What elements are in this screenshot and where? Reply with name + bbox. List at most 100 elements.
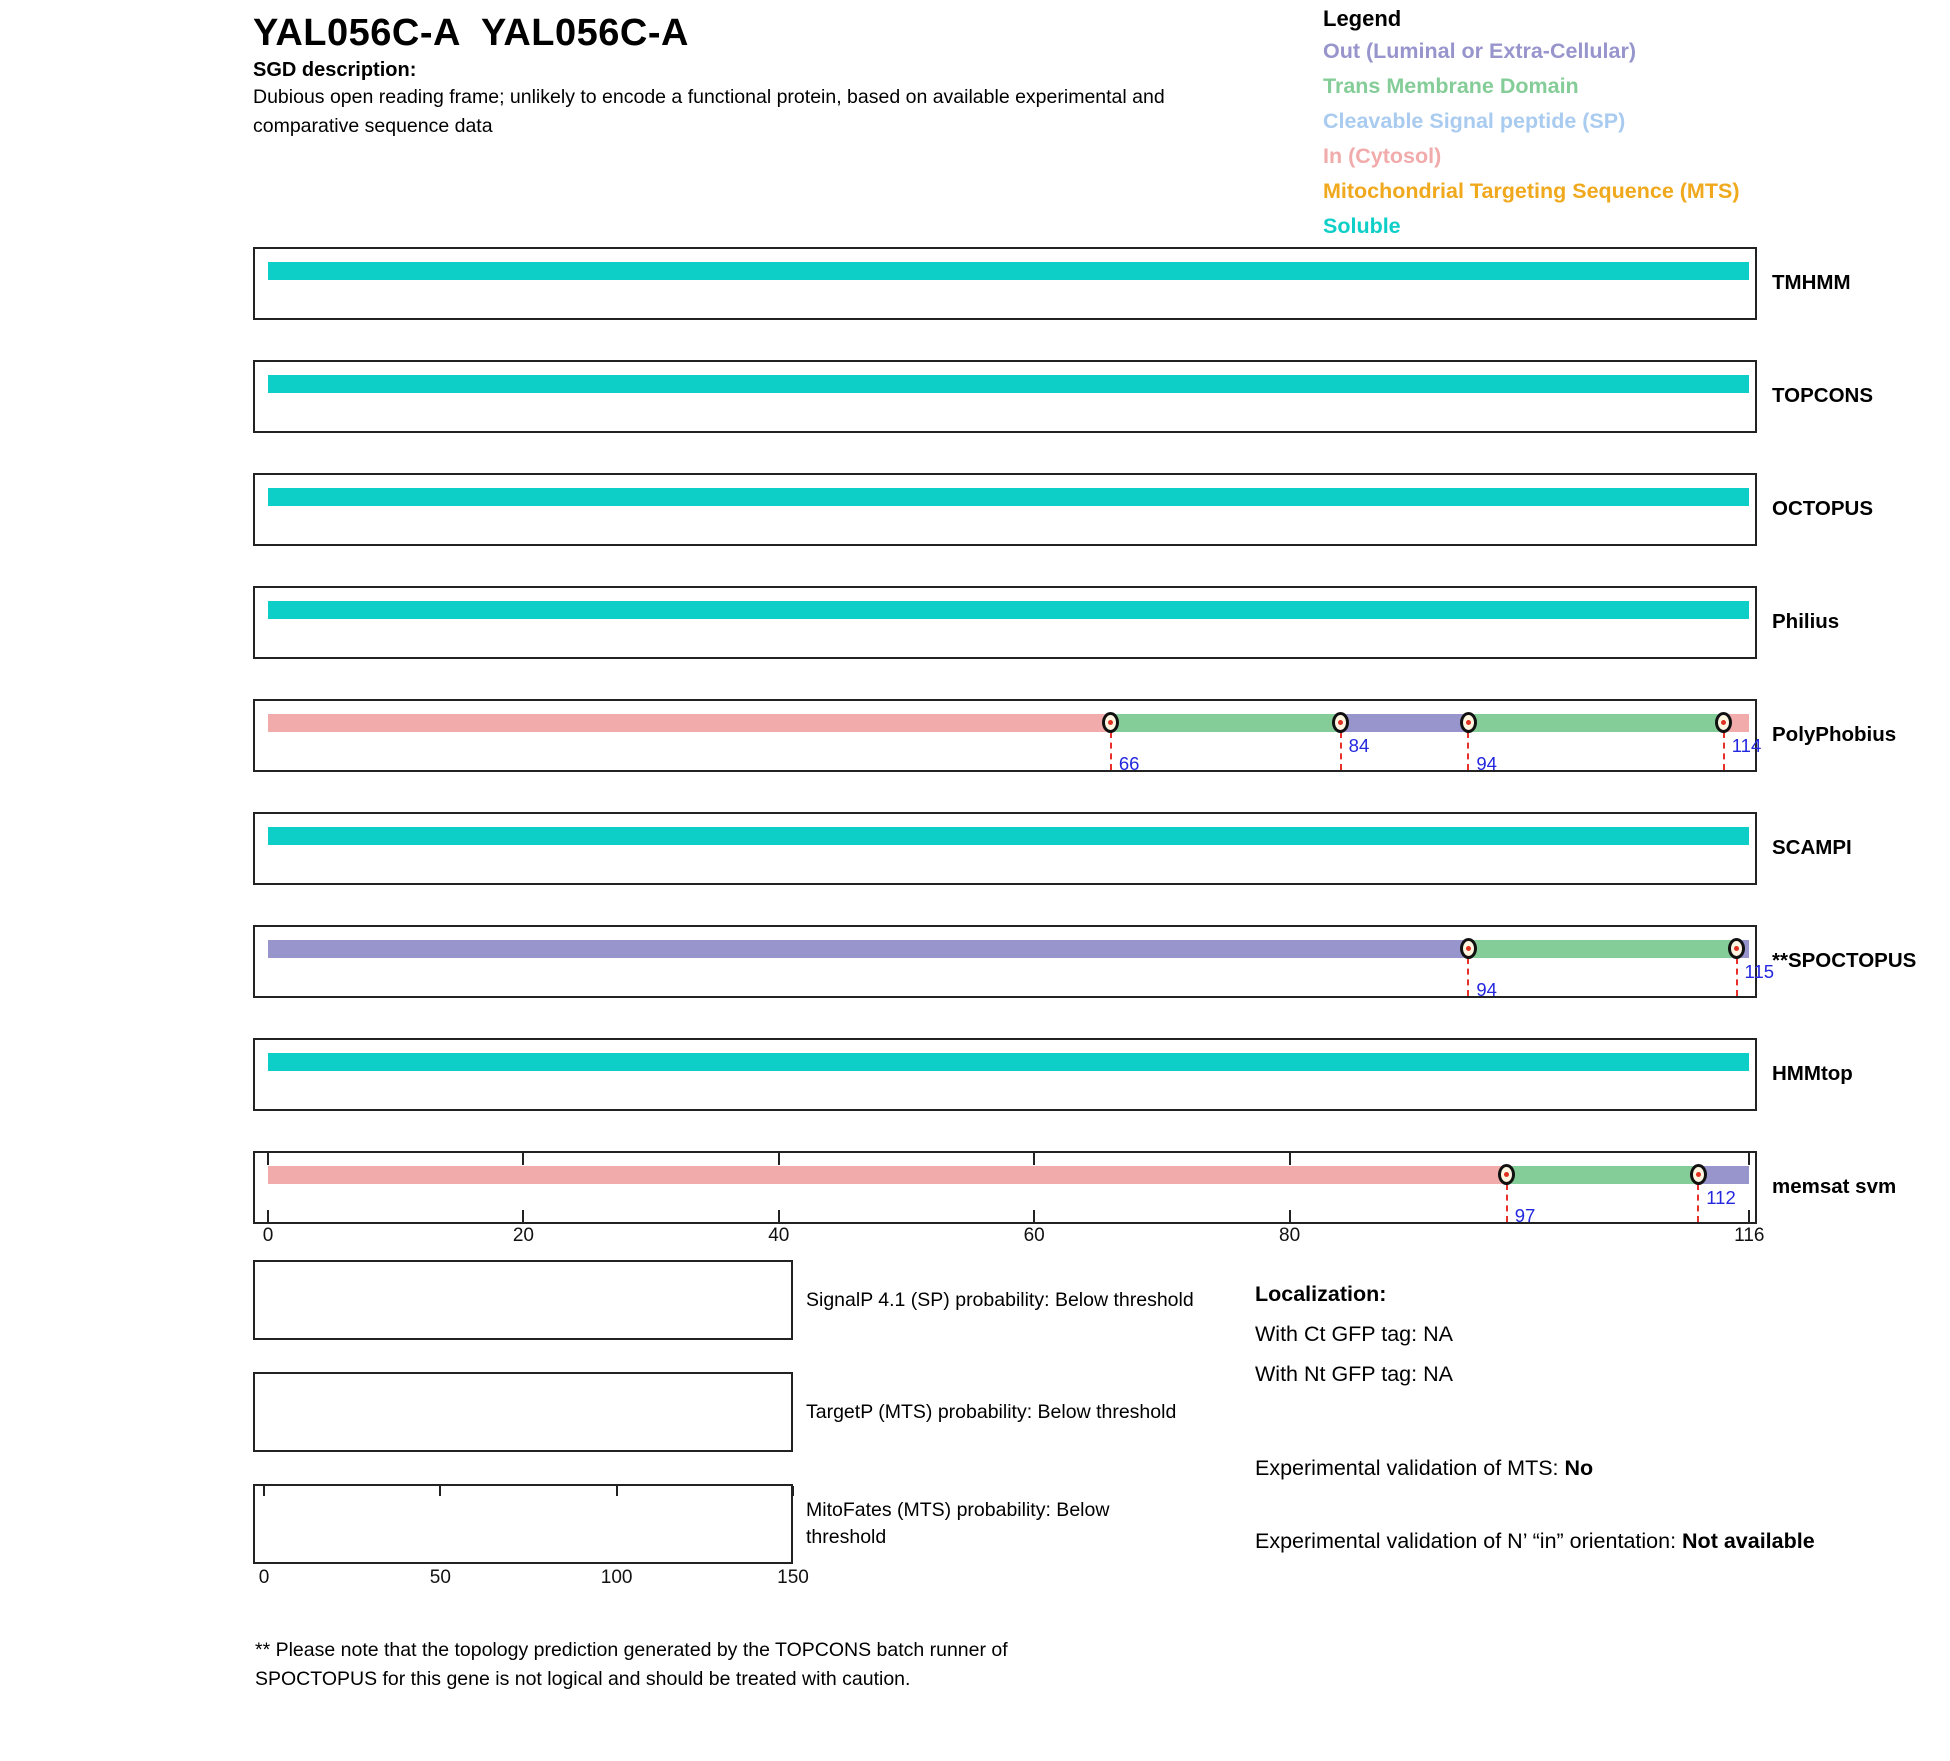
track-box xyxy=(253,699,1757,772)
boundary-guide-line xyxy=(1722,732,1725,770)
boundary-guide-line xyxy=(1467,958,1470,996)
track-box xyxy=(253,586,1757,659)
probability-plot-box xyxy=(253,1260,793,1340)
residue-axis-label: 80 xyxy=(1279,1225,1301,1246)
probability-axis-label: 0 xyxy=(258,1567,270,1588)
probability-plot-label-line: threshold xyxy=(806,1526,887,1548)
boundary-position-label: 114 xyxy=(1731,735,1762,756)
track-box xyxy=(253,473,1757,546)
track-label: TMHMM xyxy=(1772,271,1851,294)
track-bar-segment xyxy=(268,262,1750,280)
probability-axis-tick xyxy=(439,1486,442,1496)
residue-axis-label: 20 xyxy=(512,1225,534,1246)
localization-entry-value: Not available xyxy=(1682,1529,1815,1553)
track-label: **SPOCTOPUS xyxy=(1772,949,1917,972)
axis-tick xyxy=(522,1153,525,1165)
boundary-position-label: 97 xyxy=(1514,1205,1536,1226)
probability-axis-label: 100 xyxy=(600,1567,633,1588)
localization-entry-text: With Nt GFP tag: xyxy=(1255,1362,1424,1386)
axis-tick xyxy=(1033,1210,1036,1222)
probability-axis-tick xyxy=(263,1486,265,1496)
track-label: PolyPhobius xyxy=(1772,723,1897,746)
topology-boundary-marker xyxy=(1459,938,1477,959)
probability-plot-label-line: SignalP 4.1 (SP) probability: Below thre… xyxy=(806,1288,1194,1311)
track-bar-segment xyxy=(268,714,1111,732)
localization-entry: Experimental validation of N’ “in” orien… xyxy=(1255,1524,1835,1558)
topology-boundary-marker xyxy=(1102,712,1120,733)
localization-entry: With Nt GFP tag: NA xyxy=(1255,1362,1453,1387)
topology-boundary-marker xyxy=(1498,1164,1516,1185)
probability-plot-label: SignalP 4.1 (SP) probability: Below thre… xyxy=(806,1260,1286,1340)
topology-boundary-marker xyxy=(1332,712,1350,733)
sgd-description: Dubious open reading frame; unlikely to … xyxy=(253,86,1165,137)
probability-plot-label-line: MitoFates (MTS) probability: Below xyxy=(806,1499,1110,1521)
axis-tick xyxy=(267,1210,269,1222)
track-bar-segment xyxy=(1340,714,1469,732)
track-label: SCAMPI xyxy=(1772,836,1852,859)
axis-tick xyxy=(267,1153,269,1165)
legend-items: Out (Luminal or Extra-Cellular) Trans Mem… xyxy=(1323,34,1739,244)
topology-boundary-marker xyxy=(1715,712,1733,733)
page-title: YAL056C-A YAL056C-A xyxy=(253,12,689,54)
residue-axis-label: 116 xyxy=(1734,1225,1765,1246)
track-label: Philius xyxy=(1772,610,1840,633)
localization-entry-value: NA xyxy=(1423,1322,1453,1346)
track-bar-segment xyxy=(1506,1166,1699,1184)
residue-axis-label: 0 xyxy=(262,1225,274,1246)
axis-tick xyxy=(777,1210,780,1222)
sgd-description-label: SGD description: xyxy=(253,59,417,81)
legend-item: Soluble xyxy=(1323,214,1401,238)
footnote: ** Please note that the topology predict… xyxy=(255,1639,1008,1690)
boundary-guide-line xyxy=(1109,732,1112,770)
localization-entry-value: NA xyxy=(1423,1362,1453,1386)
probability-axis-label: 50 xyxy=(429,1567,451,1588)
axis-tick xyxy=(1748,1153,1751,1165)
legend-item: Cleavable Signal peptide (SP) xyxy=(1323,109,1626,133)
boundary-position-label: 112 xyxy=(1706,1187,1736,1208)
boundary-position-label: 94 xyxy=(1476,979,1497,1000)
track-label: OCTOPUS xyxy=(1772,497,1873,520)
localization-entry: With Ct GFP tag: NA xyxy=(1255,1322,1453,1347)
probability-axis-tick xyxy=(615,1486,618,1496)
track-bar-segment xyxy=(268,940,1469,958)
legend-item: Out (Luminal or Extra-Cellular) xyxy=(1323,39,1636,63)
track-box xyxy=(253,812,1757,885)
axis-tick xyxy=(1033,1153,1036,1165)
boundary-position-label: 66 xyxy=(1118,753,1140,774)
boundary-guide-line xyxy=(1697,1184,1700,1222)
track-bar-segment xyxy=(1698,1166,1750,1184)
legend-item: In (Cytosol) xyxy=(1323,144,1442,168)
topology-boundary-marker xyxy=(1459,712,1477,733)
residue-axis-label: 60 xyxy=(1023,1225,1045,1246)
localization-entry-text: With Ct GFP tag: xyxy=(1255,1322,1424,1346)
legend-title: Legend xyxy=(1323,6,1402,31)
residue-axis-label: 40 xyxy=(768,1225,790,1246)
probability-axis-label: 150 xyxy=(777,1567,809,1588)
probability-plot-box xyxy=(253,1484,793,1564)
track-label: HMMtop xyxy=(1772,1062,1853,1085)
probability-plot-label: TargetP (MTS) probability: Below thresho… xyxy=(806,1372,1286,1452)
boundary-guide-line xyxy=(1467,732,1470,770)
localization-entry-text: Experimental validation of N’ “in” orien… xyxy=(1255,1529,1683,1553)
topology-boundary-marker xyxy=(1728,938,1746,959)
legend-item: Trans Membrane Domain xyxy=(1323,74,1579,98)
axis-tick xyxy=(1748,1210,1751,1222)
track-bar-segment xyxy=(1110,714,1341,732)
boundary-position-label: 94 xyxy=(1476,753,1497,774)
probability-plot-box xyxy=(253,1372,793,1452)
track-label: memsat svm xyxy=(1772,1175,1897,1198)
track-bar-segment xyxy=(1468,714,1724,732)
legend-item: Mitochondrial Targeting Sequence (MTS) xyxy=(1323,179,1740,203)
localization-entry-text: Experimental validation of MTS: xyxy=(1255,1456,1565,1480)
track-box xyxy=(253,925,1757,998)
track-bar-segment xyxy=(268,375,1750,393)
legend: Legend Out (Luminal or Extra-Cellular) Tr… xyxy=(1323,4,1739,244)
track-bar-segment xyxy=(268,827,1750,845)
axis-tick xyxy=(522,1210,525,1222)
probability-axis-tick xyxy=(792,1486,794,1496)
track-bar-segment xyxy=(268,1053,1750,1071)
track-label: TOPCONS xyxy=(1772,384,1873,407)
axis-tick xyxy=(777,1153,780,1165)
boundary-guide-line xyxy=(1735,958,1738,996)
